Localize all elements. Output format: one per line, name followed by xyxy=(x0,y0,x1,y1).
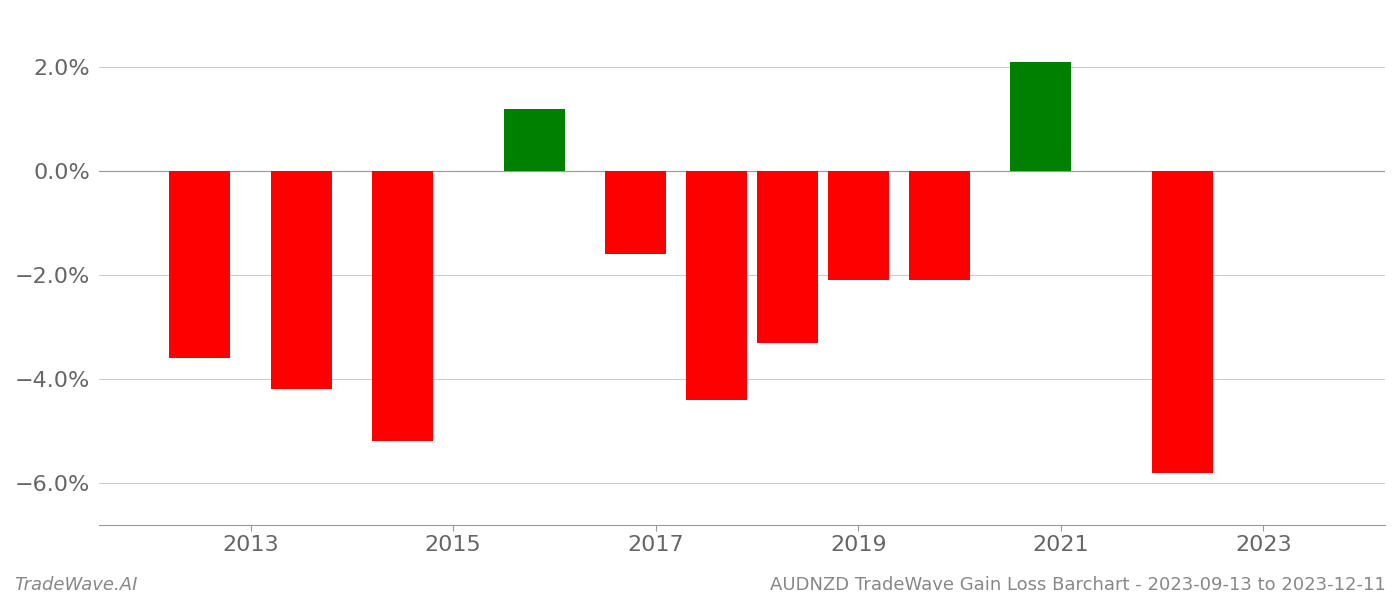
Bar xyxy=(1152,171,1212,473)
Bar xyxy=(1011,62,1071,171)
Text: TradeWave.AI: TradeWave.AI xyxy=(14,576,137,594)
Text: AUDNZD TradeWave Gain Loss Barchart - 2023-09-13 to 2023-12-11: AUDNZD TradeWave Gain Loss Barchart - 20… xyxy=(770,576,1386,594)
Bar xyxy=(504,109,564,171)
Bar xyxy=(827,171,889,280)
Bar xyxy=(605,171,666,254)
Bar xyxy=(686,171,746,400)
Bar xyxy=(270,171,332,389)
Bar xyxy=(909,171,970,280)
Bar xyxy=(372,171,433,442)
Bar xyxy=(757,171,818,343)
Bar xyxy=(169,171,230,358)
